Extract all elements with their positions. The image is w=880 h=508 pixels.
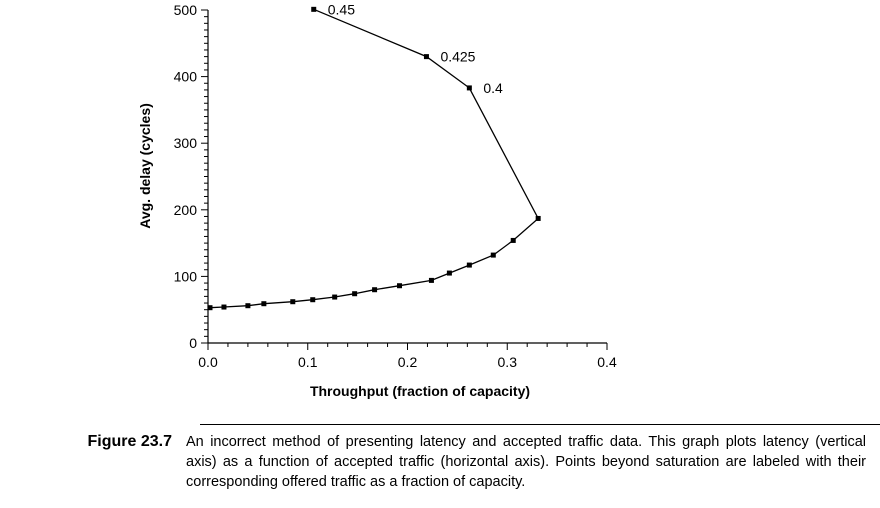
y-tick-label: 100: [174, 268, 198, 284]
caption-text: An incorrect method of presenting latenc…: [186, 434, 866, 490]
y-tick-label: 300: [174, 135, 198, 151]
data-point: [207, 305, 213, 311]
x-tick-label: 0.3: [498, 354, 518, 370]
data-point: [446, 270, 452, 276]
data-point: [535, 215, 541, 221]
offered-traffic-label: 0.45: [328, 1, 355, 17]
data-point: [428, 277, 434, 283]
data-point: [290, 299, 296, 305]
axes: [207, 10, 607, 344]
offered-traffic-label: 0.425: [440, 49, 475, 65]
data-point: [332, 294, 338, 300]
offered-traffic-label: 0.4: [483, 80, 503, 96]
figure-caption: Figure 23.7 An incorrect method of prese…: [8, 432, 880, 492]
y-axis-ticks: 0 100 200 300 400 500: [174, 2, 208, 351]
y-axis-title: Avg. delay (cycles): [137, 103, 153, 229]
data-point: [310, 297, 316, 303]
y-tick-label: 400: [174, 69, 198, 85]
data-point: [397, 283, 403, 289]
point-annotations: 0.45 0.425 0.4: [328, 1, 503, 96]
data-point: [466, 262, 472, 268]
x-axis-ticks: 0.0 0.1 0.2 0.3 0.4: [198, 343, 617, 370]
data-point: [352, 291, 358, 297]
x-tick-label: 0.2: [398, 354, 418, 370]
data-point: [423, 54, 429, 60]
data-points: [207, 6, 541, 311]
data-point: [372, 287, 378, 293]
caption-divider: [200, 424, 880, 425]
data-point: [466, 85, 472, 91]
y-tick-label: 200: [174, 202, 198, 218]
figure-number: Figure 23.7: [87, 433, 172, 450]
data-point: [245, 303, 251, 309]
x-tick-label: 0.1: [298, 354, 318, 370]
series-line: [209, 8, 540, 309]
y-tick-label: 500: [174, 2, 198, 18]
data-point: [490, 252, 496, 258]
data-point: [311, 6, 317, 12]
x-tick-label: 0.0: [198, 354, 218, 370]
data-point: [261, 301, 267, 307]
y-tick-label: 0: [189, 335, 197, 351]
x-tick-label: 0.4: [597, 354, 617, 370]
data-point: [510, 237, 516, 243]
x-axis-title: Throughput (fraction of capacity): [310, 383, 530, 399]
data-point: [221, 304, 227, 310]
